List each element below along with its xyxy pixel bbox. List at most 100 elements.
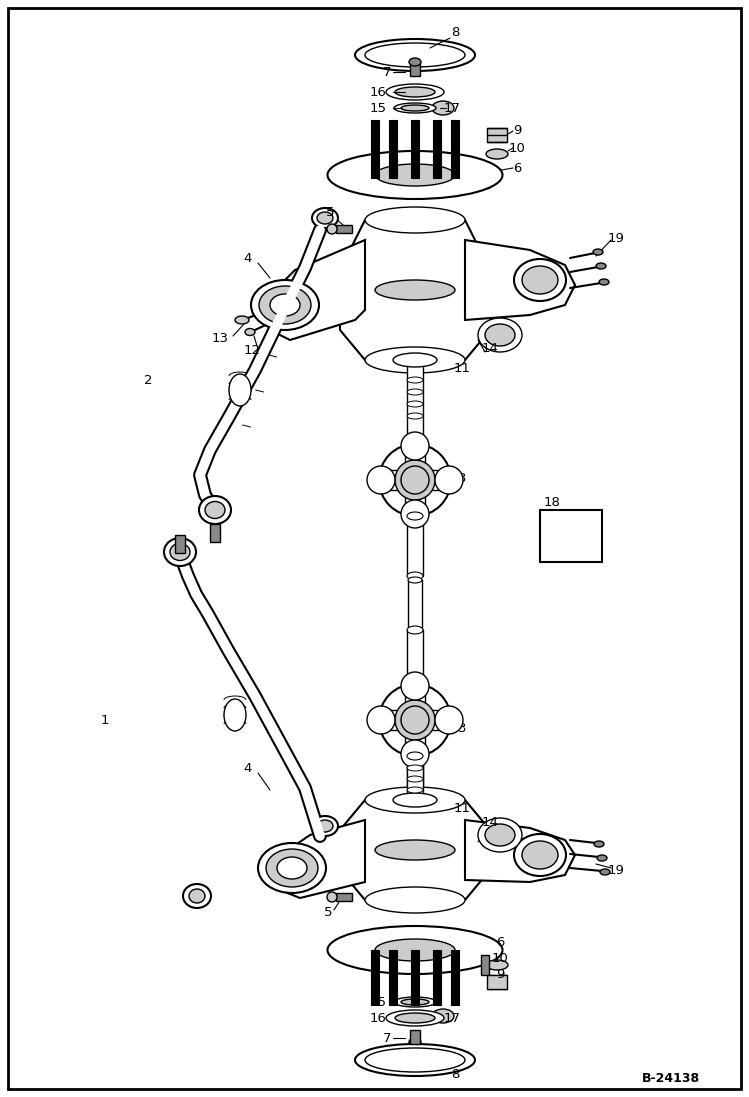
Ellipse shape bbox=[317, 819, 333, 832]
Bar bbox=[451, 950, 459, 1005]
Ellipse shape bbox=[317, 212, 333, 224]
Circle shape bbox=[435, 706, 463, 734]
Bar bbox=[487, 975, 507, 989]
Ellipse shape bbox=[395, 87, 435, 97]
Ellipse shape bbox=[408, 577, 422, 583]
Text: 17: 17 bbox=[443, 102, 461, 114]
Ellipse shape bbox=[522, 841, 558, 869]
Ellipse shape bbox=[170, 543, 190, 561]
Bar bbox=[371, 950, 379, 1005]
Bar bbox=[405, 442, 425, 518]
Bar bbox=[407, 440, 423, 478]
Ellipse shape bbox=[514, 259, 566, 301]
Circle shape bbox=[379, 685, 451, 756]
Ellipse shape bbox=[409, 1038, 421, 1047]
Ellipse shape bbox=[365, 347, 465, 373]
Circle shape bbox=[367, 706, 395, 734]
Text: 1: 1 bbox=[101, 713, 109, 726]
Ellipse shape bbox=[258, 842, 326, 893]
Ellipse shape bbox=[235, 316, 249, 324]
Ellipse shape bbox=[432, 101, 454, 115]
Bar bbox=[407, 756, 423, 801]
Text: 16: 16 bbox=[369, 86, 386, 99]
Text: 7: 7 bbox=[383, 1031, 391, 1044]
Ellipse shape bbox=[365, 887, 465, 913]
Text: 15: 15 bbox=[369, 102, 386, 114]
Ellipse shape bbox=[365, 1048, 465, 1072]
Bar bbox=[336, 893, 352, 901]
Text: 12: 12 bbox=[243, 343, 261, 357]
Ellipse shape bbox=[407, 753, 423, 760]
Ellipse shape bbox=[365, 787, 465, 813]
Ellipse shape bbox=[514, 834, 566, 877]
Ellipse shape bbox=[312, 208, 338, 228]
Circle shape bbox=[401, 740, 429, 768]
Ellipse shape bbox=[394, 997, 436, 1007]
Ellipse shape bbox=[407, 572, 423, 580]
Polygon shape bbox=[275, 819, 365, 898]
Ellipse shape bbox=[407, 681, 423, 689]
Ellipse shape bbox=[486, 149, 508, 159]
Ellipse shape bbox=[266, 849, 318, 887]
Circle shape bbox=[401, 432, 429, 460]
Ellipse shape bbox=[224, 699, 246, 731]
Bar bbox=[410, 1030, 420, 1044]
Ellipse shape bbox=[394, 103, 436, 113]
Text: 13: 13 bbox=[211, 331, 228, 344]
Text: 17: 17 bbox=[443, 1011, 461, 1025]
Ellipse shape bbox=[432, 1009, 454, 1024]
Bar bbox=[408, 580, 422, 630]
Text: 9: 9 bbox=[496, 969, 504, 982]
Ellipse shape bbox=[365, 43, 465, 67]
Text: 14: 14 bbox=[482, 815, 498, 828]
Ellipse shape bbox=[393, 353, 437, 367]
Circle shape bbox=[401, 706, 429, 734]
Ellipse shape bbox=[277, 857, 307, 879]
Bar bbox=[377, 470, 453, 490]
Bar bbox=[433, 950, 441, 1005]
Bar bbox=[540, 510, 602, 562]
Ellipse shape bbox=[229, 374, 251, 406]
Text: 7: 7 bbox=[383, 66, 391, 79]
Ellipse shape bbox=[386, 84, 444, 100]
Text: 6: 6 bbox=[513, 161, 521, 174]
Circle shape bbox=[435, 466, 463, 494]
Bar bbox=[336, 225, 352, 233]
Bar bbox=[377, 710, 453, 730]
Bar bbox=[371, 120, 379, 178]
Text: 10: 10 bbox=[491, 951, 509, 964]
Ellipse shape bbox=[259, 286, 311, 324]
Ellipse shape bbox=[205, 501, 225, 519]
Ellipse shape bbox=[485, 824, 515, 846]
Ellipse shape bbox=[407, 412, 423, 419]
Ellipse shape bbox=[355, 1044, 475, 1076]
Bar bbox=[487, 128, 507, 142]
Bar bbox=[481, 955, 489, 975]
Ellipse shape bbox=[486, 960, 508, 970]
Text: B-24138: B-24138 bbox=[642, 1072, 700, 1085]
Circle shape bbox=[395, 700, 435, 740]
Ellipse shape bbox=[522, 265, 558, 294]
Ellipse shape bbox=[407, 377, 423, 383]
Bar bbox=[407, 360, 423, 440]
Ellipse shape bbox=[478, 318, 522, 352]
Polygon shape bbox=[265, 240, 365, 340]
Bar bbox=[411, 950, 419, 1005]
Ellipse shape bbox=[393, 793, 437, 807]
Bar bbox=[410, 63, 420, 76]
Text: 6: 6 bbox=[496, 936, 504, 949]
Ellipse shape bbox=[599, 279, 609, 285]
Ellipse shape bbox=[407, 512, 423, 520]
Ellipse shape bbox=[183, 884, 211, 908]
Ellipse shape bbox=[312, 816, 338, 836]
Circle shape bbox=[401, 500, 429, 528]
Text: 15: 15 bbox=[369, 995, 386, 1008]
Circle shape bbox=[367, 466, 395, 494]
Ellipse shape bbox=[327, 926, 503, 974]
Text: 2: 2 bbox=[144, 373, 152, 386]
Circle shape bbox=[395, 460, 435, 500]
Bar bbox=[405, 682, 425, 758]
Polygon shape bbox=[465, 240, 575, 320]
Bar bbox=[411, 120, 419, 178]
Ellipse shape bbox=[395, 1013, 435, 1024]
